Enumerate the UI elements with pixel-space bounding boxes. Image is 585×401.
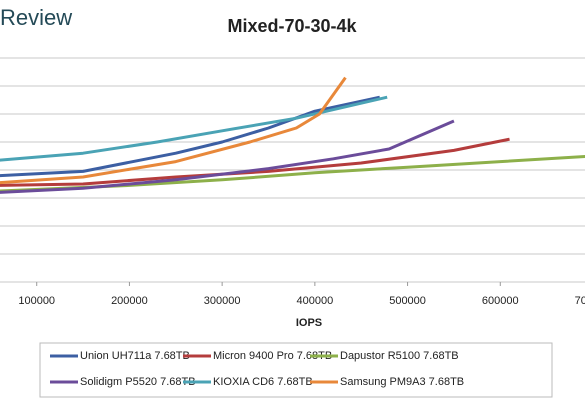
x-tick-label: 300000 — [204, 295, 241, 307]
legend-box — [39, 342, 553, 398]
legend-label: KIOXIA CD6 7.68TB — [213, 376, 313, 388]
x-tick-label: 400000 — [296, 295, 333, 307]
legend-label: Dapustor R5100 7.68TB — [340, 350, 459, 362]
chart-title: Mixed-70-30-4k — [227, 16, 357, 36]
series-line — [0, 119, 455, 194]
x-axis-label: IOPS — [296, 317, 322, 329]
series-line — [0, 76, 347, 185]
legend-label: Samsung PM9A3 7.68TB — [340, 376, 464, 388]
legend-label: Solidigm P5520 7.68TB — [80, 376, 196, 388]
series-line — [0, 137, 510, 187]
series-line — [0, 95, 381, 178]
x-tick-label: 500000 — [389, 295, 426, 307]
x-tick-label: 700000 — [575, 295, 585, 307]
series-line — [0, 154, 585, 193]
x-tick-label: 100000 — [18, 295, 55, 307]
legend-label: Micron 9400 Pro 7.68TB — [213, 350, 332, 362]
x-tick-label: 200000 — [111, 295, 148, 307]
legend-label: Union UH711a 7.68TB — [80, 350, 190, 362]
brand: Review — [0, 5, 72, 30]
series-line — [0, 95, 388, 162]
x-tick-label: 600000 — [482, 295, 519, 307]
